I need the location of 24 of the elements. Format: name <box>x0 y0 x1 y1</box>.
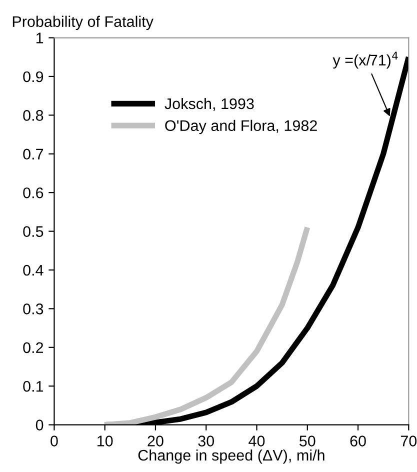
x-tick-label: 10 <box>98 436 113 446</box>
y-tick-label: 0.5 <box>23 226 44 237</box>
y-tick-label: 0.3 <box>23 304 44 314</box>
x-tick-label: 0 <box>50 436 58 446</box>
x-axis-title: Change in speed (ΔV), mi/h <box>138 449 324 464</box>
y-tick-label: 0.2 <box>23 342 44 354</box>
x-tick-label: 50 <box>300 436 316 446</box>
annotation: y =(x/71)$^{4}$ <box>332 52 398 69</box>
legend-label: Joksch, 1993 <box>164 98 254 111</box>
y-tick-label: 1 <box>36 32 44 44</box>
y-axis-title: Probability of Fatality <box>12 16 154 30</box>
y-tick-label: 0 <box>36 420 44 430</box>
y-tick-label: 0.4 <box>23 264 44 276</box>
y-tick-label: 0.9 <box>23 71 44 82</box>
x-tick-label: 20 <box>148 436 164 446</box>
y-tick-label: 0.7 <box>23 148 44 160</box>
y-tick-label: 0.1 <box>23 380 44 392</box>
x-tick-label: 60 <box>350 436 366 446</box>
legend-label: O'Day and Flora, 1982 <box>165 120 317 134</box>
y-tick-label: 0.8 <box>23 110 44 121</box>
y-tick-label: 0.6 <box>23 187 44 198</box>
x-tick-label: 70 <box>400 436 417 446</box>
x-tick-label: 40 <box>248 436 265 446</box>
x-tick-label: 30 <box>198 436 214 446</box>
